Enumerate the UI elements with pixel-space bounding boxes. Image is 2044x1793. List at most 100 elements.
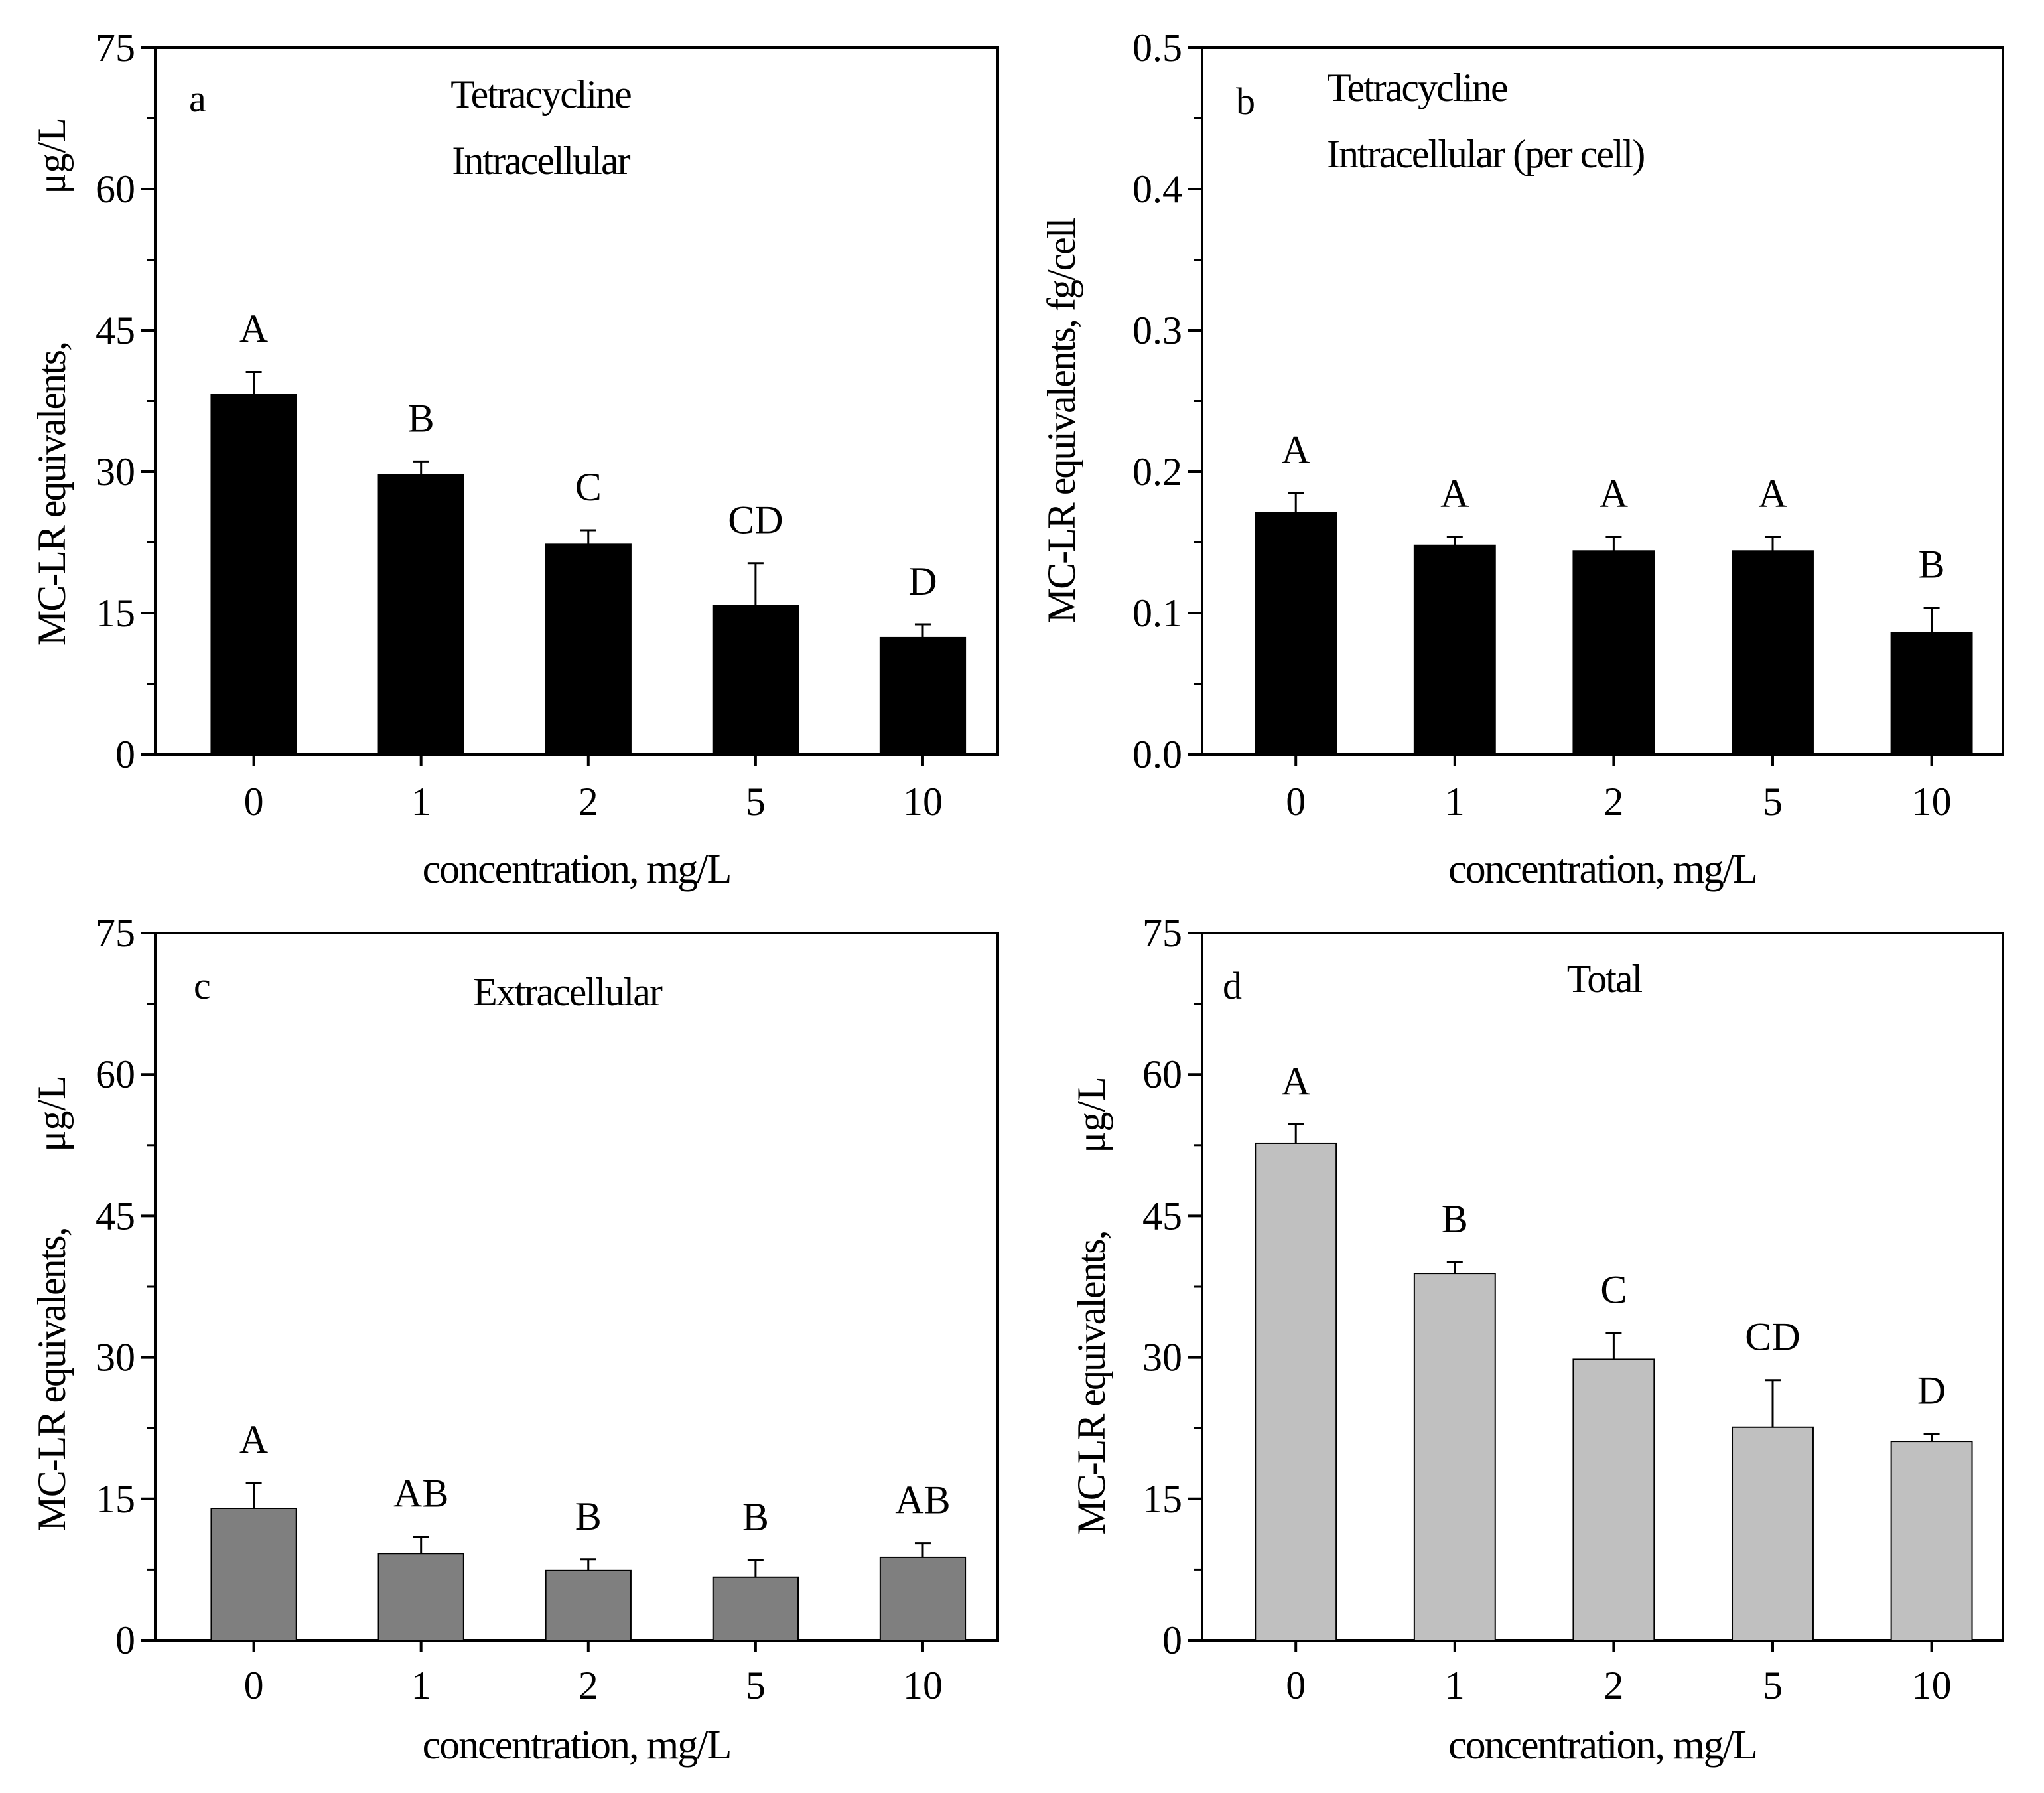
x-axis-label: concentration, mg/L	[423, 1723, 731, 1768]
x-axis-label: concentration, mg/L	[423, 847, 731, 892]
bar	[1413, 544, 1496, 755]
significance-label: A	[239, 307, 268, 350]
y-axis-unit: μg/L	[1069, 1076, 1113, 1153]
x-tick-label: 5	[1763, 1664, 1783, 1707]
y-tick-label: 45	[96, 309, 135, 352]
significance-label: CD	[1745, 1315, 1800, 1359]
y-tick-label: 0.4	[1132, 167, 1182, 211]
x-tick-label: 2	[579, 1664, 598, 1707]
y-tick-label: 15	[1142, 1477, 1182, 1521]
y-tick-label: 75	[96, 26, 135, 70]
x-tick-label: 1	[1445, 780, 1465, 824]
significance-label: A	[1440, 472, 1469, 516]
y-tick-label: 0.3	[1132, 309, 1182, 352]
panel-d: 0 15 30 45 60 75 A 0 B 1 C 2 CD 5 D 10 d Total concentrati…	[1069, 911, 2004, 1768]
panel-title: Tetracycline	[450, 72, 631, 116]
x-axis-label: concentration, mg/L	[1448, 847, 1757, 892]
bar	[712, 1576, 799, 1642]
y-axis-label: MC-LR equivalents,	[1069, 1231, 1113, 1534]
bar	[1890, 632, 1973, 755]
panel-title: Total	[1567, 957, 1643, 1001]
bar	[1413, 1273, 1496, 1641]
y-tick-label: 30	[96, 1336, 135, 1380]
y-tick-label: 30	[96, 450, 135, 494]
y-tick-label: 60	[1142, 1052, 1182, 1096]
y-tick-label: 75	[1142, 911, 1182, 955]
y-axis-unit: μg/L	[30, 117, 74, 194]
bar	[879, 636, 967, 755]
x-tick-label: 1	[411, 1664, 431, 1707]
y-tick-label: 15	[96, 1477, 135, 1521]
significance-label: B	[1919, 542, 1945, 586]
y-tick-label: 45	[1142, 1194, 1182, 1238]
x-tick-label: 1	[1445, 1664, 1465, 1707]
panel-c: 0 15 30 45 60 75 A 0 AB 1 B 2 B 5 AB 10 c Extracellular co…	[30, 911, 999, 1768]
y-tick-label: 75	[96, 911, 135, 955]
y-tick-label: 0	[1162, 1618, 1182, 1662]
y-axis-label: MC-LR equivalents,	[30, 342, 74, 646]
y-tick-label: 0.0	[1132, 733, 1182, 776]
significance-label: B	[742, 1495, 769, 1539]
x-tick-label: 5	[746, 1664, 766, 1707]
x-tick-label: 2	[579, 780, 598, 824]
bar	[210, 394, 297, 755]
panel-letter: c	[194, 964, 211, 1007]
significance-label: A	[239, 1418, 268, 1462]
significance-label: A	[1600, 472, 1628, 516]
x-axis-label: concentration, mg/L	[1448, 1723, 1757, 1768]
bar	[377, 474, 464, 755]
bar	[545, 543, 632, 756]
bar	[1732, 1426, 1814, 1641]
x-tick-label: 10	[903, 780, 943, 824]
significance-label: A	[1282, 1060, 1310, 1104]
panel-a: 0 15 30 45 60 75 A 0 B 1 C 2 CD 5 D 10 a Tetracycline Intr…	[30, 26, 999, 892]
panel-letter: a	[189, 77, 206, 120]
panel-letter: b	[1236, 80, 1255, 123]
y-tick-label: 60	[96, 1052, 135, 1096]
x-tick-label: 5	[1763, 780, 1783, 824]
bar	[1732, 550, 1814, 756]
panel-letter: d	[1223, 964, 1242, 1007]
panel-title: Extracellular	[473, 970, 663, 1014]
bar	[545, 1569, 632, 1641]
significance-label: C	[575, 465, 602, 509]
panel-title: Tetracycline	[1327, 66, 1507, 109]
y-axis-label: MC-LR equivalents, fg/cell	[1040, 218, 1083, 623]
significance-label: D	[908, 559, 937, 603]
significance-label: B	[575, 1494, 602, 1538]
significance-label: B	[408, 396, 435, 440]
y-tick-label: 0.1	[1132, 591, 1182, 635]
panel-title: Intracellular	[452, 139, 630, 182]
x-tick-label: 10	[1912, 780, 1952, 824]
significance-label: AB	[895, 1478, 950, 1522]
y-tick-label: 0	[115, 733, 135, 776]
significance-label: AB	[393, 1472, 448, 1516]
panel-title: Intracellular (per cell)	[1327, 132, 1644, 176]
y-tick-label: 60	[96, 167, 135, 211]
x-tick-label: 5	[746, 780, 766, 824]
y-tick-label: 0	[115, 1618, 135, 1662]
bar	[1572, 1358, 1655, 1641]
y-tick-label: 30	[1142, 1336, 1182, 1380]
x-tick-label: 0	[244, 1664, 264, 1707]
significance-label: CD	[728, 498, 783, 542]
x-tick-label: 1	[411, 780, 431, 824]
significance-label: A	[1282, 428, 1310, 472]
x-tick-label: 10	[903, 1664, 943, 1707]
bar	[1255, 512, 1337, 756]
bar	[1255, 1142, 1337, 1641]
x-tick-label: 0	[1286, 780, 1306, 824]
significance-label: D	[1917, 1369, 1946, 1413]
x-tick-label: 0	[1286, 1664, 1306, 1707]
y-axis-unit: μg/L	[30, 1075, 74, 1152]
bar	[377, 1553, 464, 1641]
significance-label: A	[1758, 472, 1787, 516]
bar	[712, 605, 799, 756]
y-tick-label: 0.5	[1132, 26, 1182, 70]
x-tick-label: 2	[1603, 1664, 1623, 1707]
x-tick-label: 10	[1912, 1664, 1952, 1707]
significance-label: C	[1600, 1268, 1627, 1312]
panel-b: 0.0 0.1 0.2 0.3 0.4 0.5 A 0 A 1 A 2 A 5 B 10 b Tetracycli…	[1040, 26, 2004, 892]
x-tick-label: 2	[1603, 780, 1623, 824]
